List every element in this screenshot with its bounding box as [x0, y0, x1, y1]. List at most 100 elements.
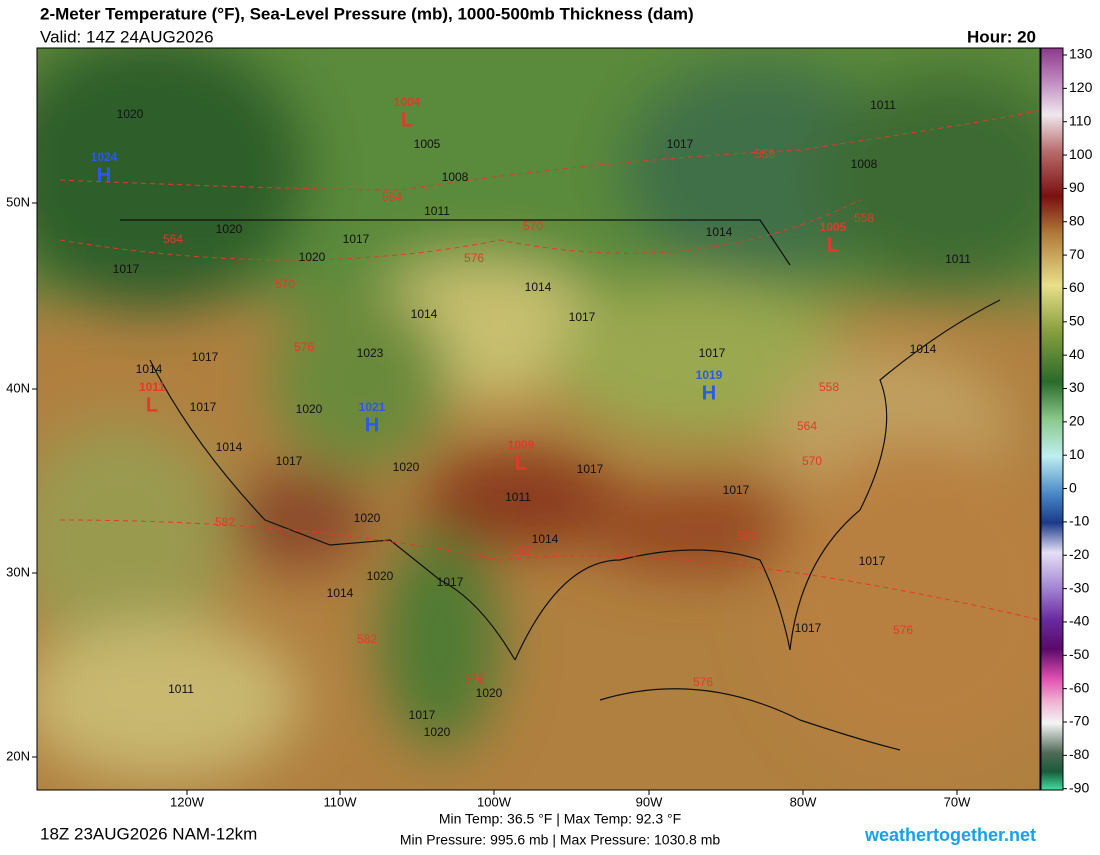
isobar-label: 1014 [910, 342, 937, 356]
lat-label: 30N [6, 564, 30, 579]
map-background [37, 48, 1040, 790]
pressure-stats: Min Pressure: 995.6 mb | Max Pressure: 1… [400, 832, 721, 848]
isobar-label: 1017 [569, 310, 596, 324]
isobar-label: 1020 [117, 107, 144, 121]
center-symbol: H [365, 414, 379, 436]
colorbar [1040, 47, 1064, 791]
isobar-label: 1014 [136, 362, 163, 376]
site-credit[interactable]: weathertogether.net [864, 825, 1036, 845]
isobar-label: 1023 [357, 346, 384, 360]
thickness-label: 558 [819, 380, 839, 394]
colorbar-label: 60 [1069, 279, 1085, 295]
colorbar-label: -10 [1069, 513, 1089, 529]
colorbar-label: -70 [1069, 713, 1089, 729]
thickness-label: 558 [755, 147, 775, 161]
center-pressure: 1009 [508, 438, 535, 452]
isobar-label: 1017 [667, 137, 694, 151]
isobar-label: 1008 [851, 157, 878, 171]
map-title: 2-Meter Temperature (°F), Sea-Level Pres… [40, 4, 694, 23]
lon-label: 80W [790, 794, 817, 809]
isobar-label: 1020 [424, 725, 451, 739]
colorbar-label: -80 [1069, 746, 1089, 762]
lat-label: 40N [6, 380, 30, 395]
isobar-label: 1011 [870, 98, 896, 112]
colorbar-label: 100 [1069, 146, 1093, 162]
isobar-label: 1017 [577, 462, 604, 476]
thickness-label: 582 [357, 632, 377, 646]
colorbar-label: 30 [1069, 379, 1085, 395]
colorbar-label: 130 [1069, 46, 1093, 62]
colorbar-label: -20 [1069, 546, 1089, 562]
colorbar-label: 120 [1069, 79, 1093, 95]
isobar-label: 1020 [216, 222, 243, 236]
isobar-label: 1020 [296, 402, 323, 416]
isobar-label: 1011 [168, 682, 194, 696]
colorbar-label: 40 [1069, 346, 1085, 362]
lon-label: 100W [477, 794, 512, 809]
thickness-label: 576 [893, 623, 913, 637]
colorbar-label: 110 [1069, 112, 1092, 128]
colorbar-label: 90 [1069, 179, 1085, 195]
borders [120, 219, 1001, 751]
isobar-label: 1008 [442, 170, 469, 184]
isobar-label: 1017 [795, 621, 822, 635]
thickness-label: 576 [294, 340, 314, 354]
center-pressure: 1005 [820, 220, 847, 234]
isobar-label: 1017 [343, 232, 370, 246]
thickness-contours [59, 109, 1040, 621]
thickness-label: 564 [163, 232, 183, 246]
thickness-label: 558 [854, 211, 874, 225]
colorbar-label: -60 [1069, 679, 1089, 695]
colorbar-label: 0 [1069, 479, 1077, 495]
colorbar-label: 50 [1069, 313, 1085, 329]
isobar-label: 1014 [411, 307, 438, 321]
colorbar-label: -30 [1069, 579, 1089, 595]
center-symbol: L [401, 109, 413, 131]
colorbar-label: 80 [1069, 212, 1085, 228]
isobar-label: 1017 [699, 346, 726, 360]
center-pressure: 1011 [139, 380, 165, 394]
valid-time: Valid: 14Z 24AUG2026 [40, 27, 214, 46]
thickness-label: 564 [382, 190, 402, 204]
forecast-hour: Hour: 20 [967, 27, 1036, 46]
center-pressure: 1021 [359, 400, 386, 414]
isobar-label: 1017 [723, 483, 750, 497]
colorbar-label: -40 [1069, 613, 1089, 629]
colorbar-label: 20 [1069, 413, 1085, 429]
isobar-label: 1017 [859, 554, 886, 568]
isobar-label: 1017 [192, 350, 219, 364]
colorbar-label: 10 [1069, 446, 1085, 462]
center-symbol: H [702, 382, 716, 404]
lon-label: 110W [324, 794, 358, 809]
isobar-label: 1017 [409, 708, 436, 722]
isobar-label: 1011 [945, 252, 971, 266]
thickness-label: 564 [797, 419, 817, 433]
lat-label: 50N [6, 194, 30, 209]
lon-label: 70W [944, 794, 971, 809]
center-pressure: 1004 [394, 95, 421, 109]
thickness-label: 570 [523, 219, 543, 233]
thickness-label: 576 [464, 672, 484, 686]
isobar-label: 1017 [113, 262, 140, 276]
isobar-label: 1014 [525, 280, 552, 294]
isobar-label: 1017 [437, 575, 464, 589]
colorbar-label: 70 [1069, 246, 1085, 262]
isobar-label: 1014 [706, 225, 733, 239]
isobar-label: 1020 [393, 460, 420, 474]
center-symbol: L [515, 452, 527, 474]
colorbar-label: -90 [1069, 779, 1089, 795]
isobar-label: 1020 [476, 686, 503, 700]
map-frame [36, 47, 1041, 791]
colorbar-label: -50 [1069, 646, 1089, 662]
temp-stats: Min Temp: 36.5 °F | Max Temp: 92.3 °F [439, 811, 681, 827]
isobar-label: 1014 [216, 440, 243, 454]
center-symbol: H [97, 164, 111, 186]
center-pressure: 1019 [696, 368, 723, 382]
isobar-label: 1011 [424, 204, 450, 218]
isobar-label: 1017 [276, 454, 303, 468]
thickness-label: 582 [512, 544, 532, 558]
lon-label: 120W [170, 794, 205, 809]
isobar-label: 1014 [532, 532, 559, 546]
lat-label: 20N [6, 748, 30, 763]
